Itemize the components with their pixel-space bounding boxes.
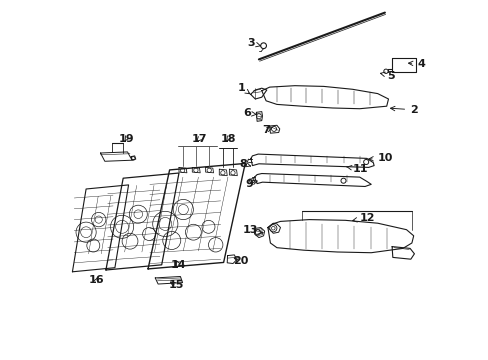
Text: 16: 16 (89, 275, 104, 285)
Text: 13: 13 (243, 225, 262, 235)
Text: 12: 12 (352, 213, 374, 223)
Text: 20: 20 (232, 256, 248, 266)
Text: 14: 14 (170, 260, 186, 270)
Text: 8: 8 (239, 159, 250, 169)
Text: 17: 17 (191, 134, 207, 144)
Text: 7: 7 (262, 125, 272, 135)
Text: 6: 6 (243, 108, 256, 118)
Text: 19: 19 (119, 134, 134, 144)
Text: 15: 15 (168, 280, 184, 291)
Text: 9: 9 (245, 179, 257, 189)
Text: 5: 5 (380, 71, 393, 81)
Text: 1: 1 (237, 83, 249, 94)
Text: 10: 10 (368, 153, 392, 163)
Text: 4: 4 (407, 59, 424, 69)
Text: 18: 18 (220, 134, 236, 144)
Text: 11: 11 (346, 164, 367, 174)
Text: 2: 2 (390, 105, 417, 115)
Text: 3: 3 (246, 38, 260, 48)
